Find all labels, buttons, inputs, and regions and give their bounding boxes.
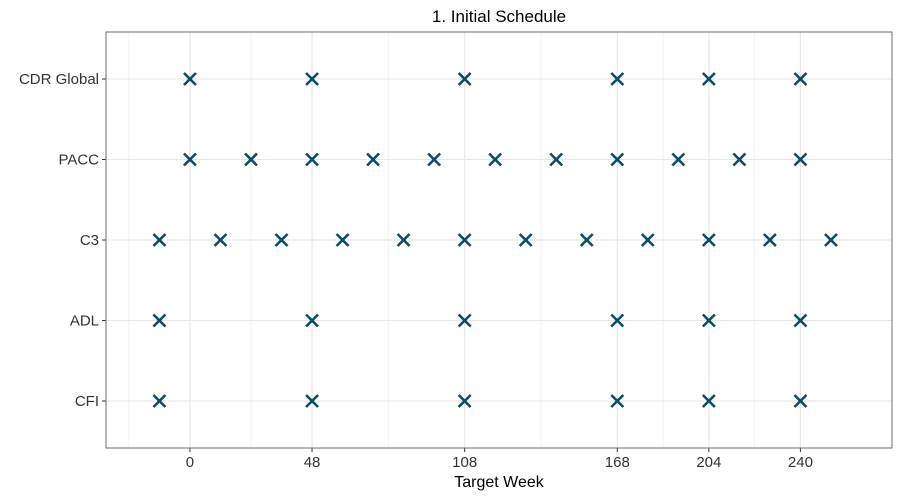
data-point-marker [610, 394, 625, 408]
data-point-marker [671, 152, 686, 167]
data-point-marker [152, 233, 167, 247]
chart-title: 1. Initial Schedule [432, 7, 566, 26]
data-point-marker [305, 313, 319, 328]
data-point-marker [732, 152, 747, 167]
data-point-marker [793, 313, 808, 328]
x-tick-label: 0 [186, 454, 194, 471]
x-axis: 0 48 108 168 204 240 [186, 448, 813, 471]
y-tick-label: CFI [75, 393, 99, 410]
data-point-marker [305, 394, 319, 408]
data-point-marker [701, 394, 716, 408]
y-axis: CFI ADL C3 PACC CDR Global [19, 71, 106, 410]
x-tick-label: 204 [696, 454, 721, 471]
data-point-marker [701, 233, 716, 247]
data-point-marker [610, 313, 625, 328]
y-tick-label: PACC [58, 152, 99, 169]
plot-panel-border [105, 31, 893, 449]
data-point-marker [335, 233, 350, 247]
data-point-marker [701, 72, 716, 86]
y-tick-label: ADL [70, 313, 99, 330]
data-point-marker [305, 72, 319, 86]
data-point-marker [183, 152, 197, 167]
data-point-marker [457, 233, 472, 247]
x-tick-label: 240 [788, 454, 813, 471]
x-axis-title: Target Week [454, 474, 545, 491]
data-point-marker [457, 72, 472, 86]
x-tick-label: 168 [605, 454, 630, 471]
data-point-marker [488, 152, 503, 167]
y-tick-label: CDR Global [19, 71, 99, 88]
data-point-marker [427, 152, 442, 167]
data-points [152, 72, 838, 408]
data-point-marker [824, 233, 838, 247]
data-point-marker [366, 152, 381, 167]
data-point-marker [701, 313, 716, 328]
x-tick-label: 48 [304, 454, 321, 471]
data-point-marker [152, 394, 167, 408]
data-point-marker [793, 152, 808, 167]
grid-lines [106, 32, 892, 448]
data-point-marker [762, 233, 777, 247]
data-point-marker [610, 152, 625, 167]
data-point-marker [213, 233, 228, 247]
data-point-marker [244, 152, 258, 167]
x-tick-label: 108 [452, 454, 477, 471]
data-point-marker [610, 72, 625, 86]
data-point-marker [457, 313, 472, 328]
data-point-marker [640, 233, 655, 247]
data-point-marker [793, 72, 808, 86]
data-point-marker [793, 394, 808, 408]
data-point-marker [305, 152, 319, 167]
data-point-marker [549, 152, 564, 167]
data-point-marker [274, 233, 289, 247]
data-point-marker [396, 233, 411, 247]
data-point-marker [183, 72, 197, 86]
data-point-marker [518, 233, 533, 247]
data-point-marker [152, 313, 167, 328]
data-point-marker [579, 233, 594, 247]
data-point-marker [457, 394, 472, 408]
y-tick-label: C3 [80, 232, 99, 249]
